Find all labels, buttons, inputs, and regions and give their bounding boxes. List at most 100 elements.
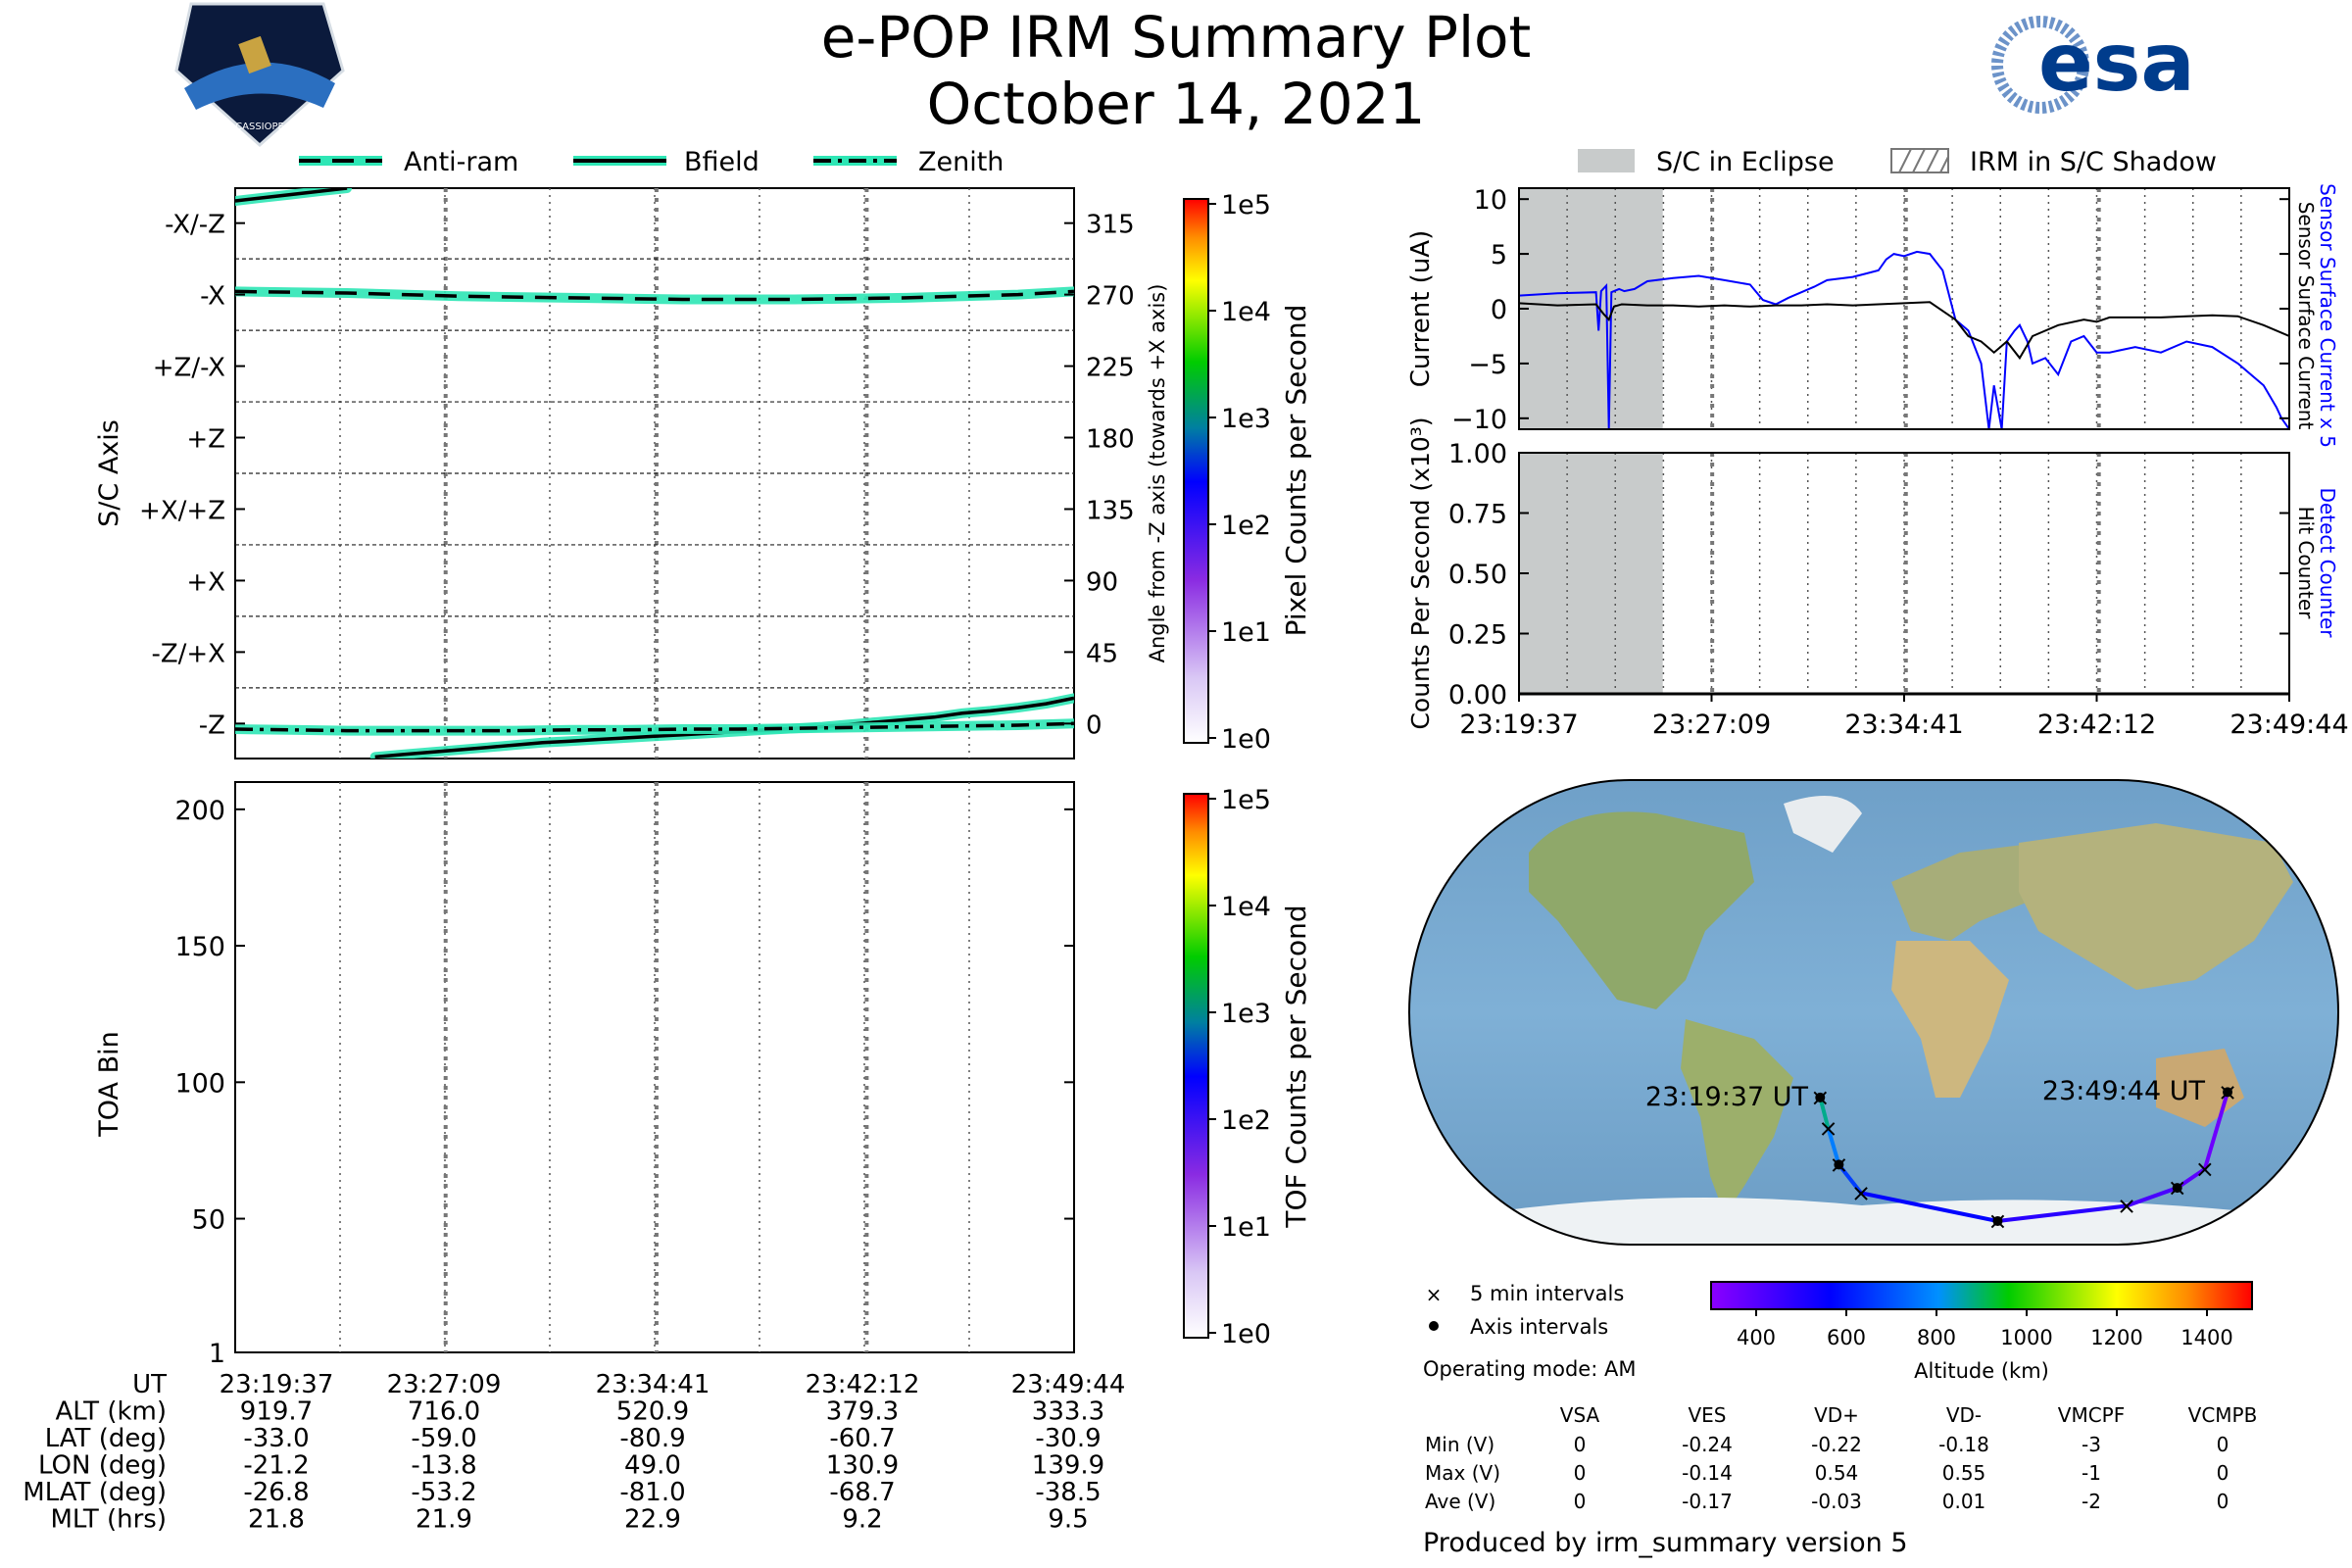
pixel-counts-colorbar: 1e5 1e4 1e3 1e2 1e1 1e0 Pixel Counts per Seco… <box>1183 190 1312 755</box>
toa-y-tick-label: 100 <box>174 1068 225 1099</box>
orbit-track-segment <box>1859 1191 2000 1224</box>
current-y-tick-label: 10 <box>1474 185 1507 216</box>
ut-table-row-label: LAT (deg) <box>45 1424 167 1453</box>
current-right-label-black: Sensor Surface Current <box>2294 202 2318 430</box>
current-y-tick-label: 5 <box>1491 240 1507 270</box>
orbit-track-segment <box>1826 1126 1841 1167</box>
orbit-track-segment <box>2202 1090 2230 1171</box>
ut-table-cell: 919.7 <box>240 1397 313 1427</box>
altitude-colorbar-label: Altitude (km) <box>1914 1359 2049 1383</box>
ut-table-cell: -53.2 <box>411 1478 476 1507</box>
counts-x-tick-label: 23:42:12 <box>2037 710 2156 740</box>
orbit-axis-marker <box>1815 1092 1826 1102</box>
ut-table-cell: -30.9 <box>1035 1424 1101 1453</box>
attitude-y2-tick-label: 0 <box>1086 710 1102 740</box>
attitude-y2-tick-label: 90 <box>1086 567 1118 597</box>
voltage-table-row-label: Max (V) <box>1425 1461 1500 1485</box>
attitude-y-tick-label: +X/+Z <box>139 496 225 525</box>
voltage-table-header: VMCPF <box>2058 1403 2125 1427</box>
legend-marker-axis <box>1429 1321 1439 1331</box>
orbit-track-segment <box>1995 1203 2130 1224</box>
legend-label-5min: 5 min intervals <box>1470 1282 1624 1305</box>
orbit-axis-marker <box>1992 1216 2003 1227</box>
altitude-colorbar-tick-label: 600 <box>1827 1326 1866 1349</box>
satellite-icon <box>238 35 271 74</box>
voltage-table-cell: -0.18 <box>1938 1433 1989 1456</box>
voltage-table-row-label: Min (V) <box>1425 1433 1494 1456</box>
ut-table-cell: -81.0 <box>619 1478 685 1507</box>
current-y-tick-label: −10 <box>1451 405 1507 435</box>
colorbar-tick-label: 1e5 <box>1221 785 1271 815</box>
orbit-axis-marker <box>1834 1159 1844 1170</box>
ut-table-cell: -33.0 <box>243 1424 309 1453</box>
ut-table-cell: 716.0 <box>408 1397 480 1427</box>
counts-x-tick-label: 23:19:37 <box>1459 710 1578 740</box>
altitude-colorbar-tick-label: 1400 <box>2180 1326 2232 1349</box>
voltage-table-header: VCMPB <box>2188 1403 2258 1427</box>
ut-table-cell: -59.0 <box>411 1424 476 1453</box>
attitude-y2-tick-label: 135 <box>1086 496 1135 525</box>
counts-y-tick-label: 1.00 <box>1448 439 1507 469</box>
voltage-table-cell: -3 <box>2082 1433 2101 1456</box>
page-subtitle: October 14, 2021 <box>927 71 1426 137</box>
voltage-table-cell: 0 <box>2217 1433 2230 1456</box>
counts-plot: 1.00 0.75 0.50 0.25 0.00 23:19:37 23:27:09 23:… <box>1406 416 2349 740</box>
voltage-table-header: VD- <box>1946 1403 1982 1427</box>
toa-y-tick-label: 50 <box>192 1205 225 1236</box>
header: CASSIOPE e-POP IRM Summary Plot October … <box>174 2 2195 148</box>
tof-counts-colorbar-label: TOF Counts per Second <box>1280 905 1312 1228</box>
current-legend: S/C in Eclipse IRM in S/C Shadow <box>1578 147 2217 177</box>
voltage-table-cell: -0.14 <box>1682 1461 1733 1485</box>
colorbar-tick-label: 1e4 <box>1221 892 1271 922</box>
voltage-table-cell: 0.01 <box>1942 1490 1986 1513</box>
altitude-colorbar-tick-label: 400 <box>1737 1326 1776 1349</box>
earth-arc-icon <box>184 62 335 110</box>
current-y-tick-label: 0 <box>1491 295 1507 325</box>
ut-table-cell: 9.5 <box>1048 1505 1088 1535</box>
attitude-y-tick-label: -Z/+X <box>151 639 225 668</box>
ut-table-row-label: ALT (km) <box>55 1397 167 1427</box>
toa-plot: 200 150 100 50 1 TOA Bin <box>94 781 1075 1369</box>
colorbar-tick-label: 1e2 <box>1221 511 1271 541</box>
series-line-sensor-surface-current-x-5 <box>1519 250 2289 429</box>
footer-text: Produced by irm_summary version 5 <box>1423 1528 1908 1558</box>
ut-table-cell: -60.7 <box>829 1424 895 1453</box>
ut-table-cell: 23:19:37 <box>220 1370 334 1399</box>
ut-table-cell: 49.0 <box>624 1451 681 1481</box>
orbit-axis-marker <box>2172 1183 2182 1194</box>
attitude-legend: Anti-ram Bfield Zenith <box>299 147 1004 177</box>
esa-logo-swirl-icon <box>1991 16 2089 114</box>
voltage-table-header: VSA <box>1560 1403 1600 1427</box>
toa-y-label: TOA Bin <box>94 1031 124 1137</box>
tof-counts-colorbar: 1e5 1e4 1e3 1e2 1e1 1e0 TOF Counts per Second <box>1183 785 1312 1349</box>
current-right-label-blue: Sensor Surface Current x 5 <box>2316 183 2339 448</box>
ut-table-cell: -80.9 <box>619 1424 685 1453</box>
voltage-table-cell: 0.55 <box>1942 1461 1986 1485</box>
legend-label-shadow: IRM in S/C Shadow <box>1970 147 2217 177</box>
pixel-counts-colorbar-label: Pixel Counts per Second <box>1280 305 1312 637</box>
voltage-table-cell: 0 <box>2217 1490 2230 1513</box>
ut-table-cell: 9.2 <box>842 1505 882 1535</box>
orbit-axis-marker <box>2223 1087 2233 1098</box>
ut-table-cell: 23:27:09 <box>387 1370 502 1399</box>
counts-x-tick-label: 23:49:44 <box>2230 710 2348 740</box>
attitude-y-tick-label: +X <box>186 567 225 597</box>
colorbar-tick-label: 1e3 <box>1221 999 1271 1029</box>
attitude-y2-tick-label: 315 <box>1086 211 1135 240</box>
orbit-5min-marker: × <box>1818 1115 1838 1143</box>
voltage-table-row-label: Ave (V) <box>1425 1490 1495 1513</box>
ut-table-row-label: MLT (hrs) <box>51 1505 168 1535</box>
ut-table-cell: 130.9 <box>826 1451 899 1481</box>
altitude-colorbar-tick-label: 1200 <box>2090 1326 2142 1349</box>
voltage-table-cell: 0 <box>2217 1461 2230 1485</box>
colorbar-tick-label: 1e4 <box>1221 297 1271 327</box>
attitude-y-label: S/C Axis <box>94 419 124 527</box>
voltage-table-cell: -1 <box>2082 1461 2101 1485</box>
attitude-y-tick-label: +Z <box>186 425 225 455</box>
map-frame <box>1408 779 2339 1246</box>
voltage-table: VSA VES VD+ VD- VMCPF VCMPB Min (V) 0 -0.24 -0.22… <box>1425 1403 2257 1513</box>
attitude-y-tick-label: -X <box>200 282 225 312</box>
colorbar-tick-label: 1e3 <box>1221 404 1271 434</box>
voltage-table-cell: -0.03 <box>1811 1490 1862 1513</box>
page-title: e-POP IRM Summary Plot <box>821 4 1532 71</box>
